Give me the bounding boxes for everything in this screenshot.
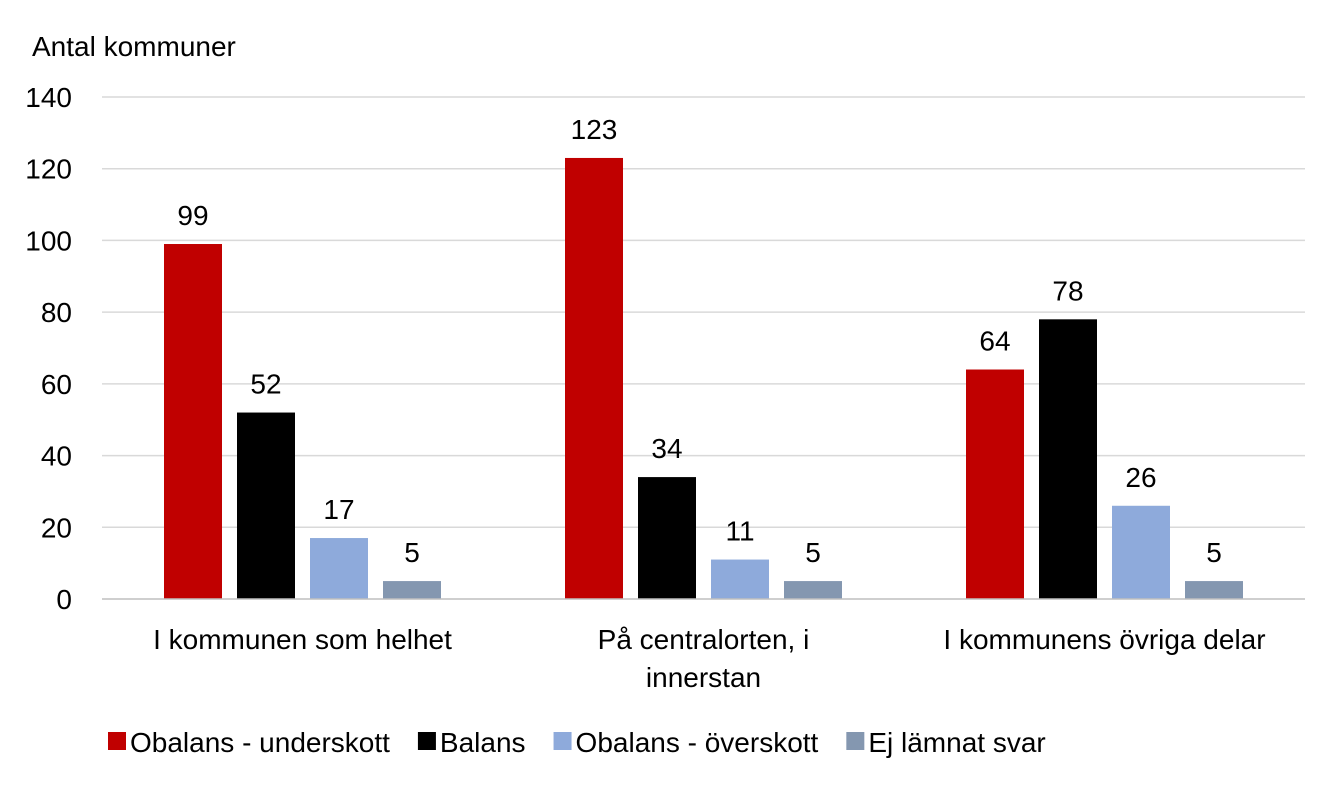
bar <box>1039 319 1097 599</box>
bar <box>565 157 623 599</box>
x-axis-ticks: I kommunen som helhet På centralorten, i i… <box>153 624 1265 693</box>
y-axis-ticks: 0 20 40 60 80 100 120 140 <box>25 82 72 615</box>
data-label: 26 <box>1125 462 1156 493</box>
legend-label: Ej lämnat svar <box>868 727 1045 758</box>
bar <box>711 559 769 599</box>
x-tick-label: I kommunens övriga delar <box>943 624 1265 655</box>
y-tick-label: 140 <box>25 82 72 113</box>
y-tick-label: 0 <box>56 584 72 615</box>
data-label: 5 <box>1206 537 1222 568</box>
y-tick-label: 20 <box>41 512 72 543</box>
legend-label: Balans <box>440 727 526 758</box>
bar <box>237 412 295 599</box>
bar <box>164 244 222 599</box>
data-label: 5 <box>805 537 821 568</box>
data-label: 64 <box>979 326 1010 357</box>
data-label: 11 <box>725 516 754 547</box>
x-tick-label: På centralorten, i <box>598 624 810 655</box>
legend-label: Obalans - underskott <box>130 727 390 758</box>
legend-swatch <box>553 732 572 750</box>
data-label: 17 <box>323 494 354 525</box>
x-tick-label: innerstan <box>646 662 761 693</box>
y-axis-label: Antal kommuner <box>32 31 236 62</box>
y-tick-label: 100 <box>25 225 72 256</box>
bar <box>1185 581 1243 599</box>
legend: Obalans - underskott Balans Obalans - över… <box>108 727 1046 758</box>
bar <box>966 369 1024 599</box>
x-tick-label: I kommunen som helhet <box>153 624 452 655</box>
gridlines <box>102 96 1305 529</box>
y-tick-label: 120 <box>25 154 72 185</box>
data-label: 52 <box>250 369 281 400</box>
bar <box>1112 505 1170 599</box>
y-tick-label: 80 <box>41 297 72 328</box>
y-tick-label: 40 <box>41 441 72 472</box>
bar <box>638 477 696 599</box>
bar <box>383 581 441 599</box>
legend-swatch <box>846 732 865 750</box>
y-tick-label: 60 <box>41 369 72 400</box>
data-label: 123 <box>571 114 618 145</box>
data-label: 5 <box>404 537 420 568</box>
data-label: 78 <box>1052 275 1083 306</box>
data-label: 99 <box>177 200 208 231</box>
bar <box>310 538 368 599</box>
data-label: 34 <box>651 433 682 464</box>
legend-swatch <box>417 732 436 750</box>
bars <box>164 157 1243 599</box>
legend-label: Obalans - överskott <box>576 727 819 758</box>
legend-swatch <box>108 732 126 750</box>
bar <box>784 581 842 599</box>
data-labels: 99 52 17 5 123 34 11 5 64 78 26 5 <box>177 114 1221 568</box>
